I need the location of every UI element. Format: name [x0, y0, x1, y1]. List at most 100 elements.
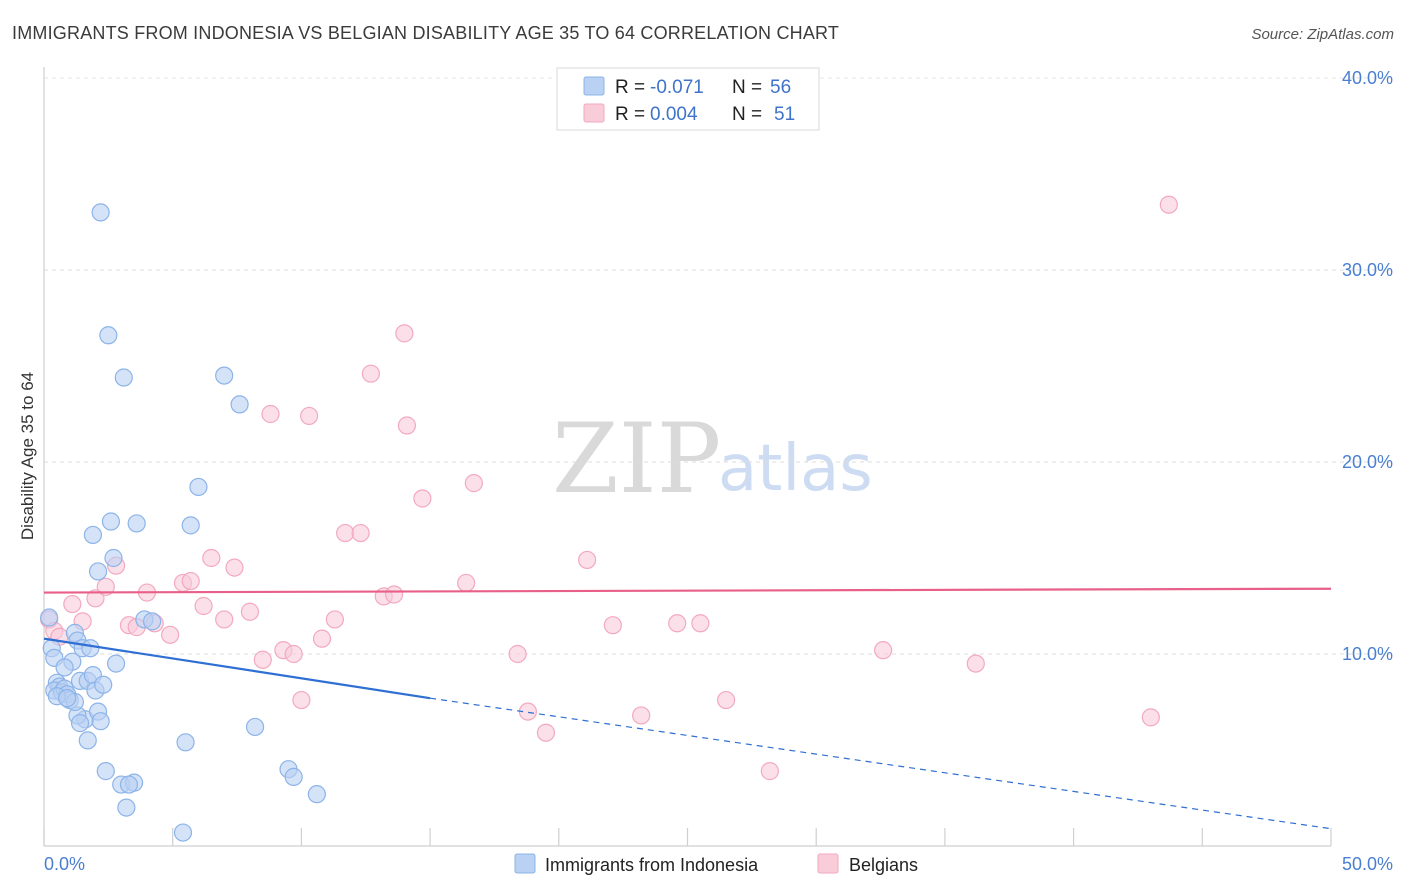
indonesia-point-37: [114, 368, 133, 387]
belgians-point-40: [536, 723, 556, 742]
belgians-point-43: [632, 706, 651, 725]
x-tick-label-min: 0.0%: [44, 854, 85, 874]
belgians-point-34: [395, 324, 414, 343]
watermark-atlas: atlas: [718, 432, 873, 506]
indonesia-point-55: [307, 785, 326, 804]
indonesia-point-33: [99, 326, 118, 345]
belgians-point-5: [86, 589, 105, 608]
indonesia-point-46: [176, 733, 195, 752]
indonesia-point-35: [106, 654, 126, 673]
belgians-point-30: [361, 364, 380, 383]
series-immigrants-from-indonesia: [40, 203, 326, 842]
chart-source: Source: ZipAtlas.com: [1251, 26, 1394, 43]
indonesia-point-40: [117, 798, 136, 817]
belgians-point-28: [336, 523, 355, 543]
belgians-point-41: [578, 550, 597, 570]
belgians-point-20: [253, 650, 272, 669]
belgians-point-15: [194, 596, 213, 616]
belgians-point-3: [63, 594, 82, 614]
belgians-point-33: [397, 416, 417, 435]
belgians-point-32: [384, 585, 404, 604]
legend-swatch-indonesia: [583, 76, 605, 96]
legend-n-value-2: 51: [774, 104, 795, 125]
bottom-legend-label-indonesia: Immigrants from Indonesia: [545, 855, 759, 875]
trend-line-indonesia-extension: [430, 697, 1332, 830]
belgians-point-42: [603, 616, 622, 635]
indonesia-point-24: [81, 639, 100, 658]
belgians-point-38: [508, 644, 527, 664]
legend-r-value-2: 0.004: [650, 104, 698, 125]
belgians-point-35: [413, 489, 432, 508]
indonesia-point-49: [173, 823, 193, 842]
y-tick-label-10: 10.0%: [1342, 644, 1393, 664]
legend-r-label-1: R =: [615, 77, 645, 98]
y-axis-label: Disability Age 35 to 64: [18, 372, 37, 540]
indonesia-point-25: [83, 525, 103, 545]
belgians-point-47: [760, 762, 779, 781]
indonesia-point-38: [96, 762, 115, 781]
belgians-point-51: [1159, 195, 1178, 214]
y-tick-label-40: 40.0%: [1342, 68, 1393, 88]
belgians-point-18: [225, 558, 244, 577]
legend-top: R = -0.071 N = 56 R = 0.004 N = 51: [556, 67, 820, 131]
belgians-point-37: [464, 474, 483, 493]
indonesia-point-45: [143, 612, 162, 631]
indonesia-point-48: [189, 477, 208, 497]
indonesia-point-30: [55, 658, 74, 677]
legend-n-label-2: N =: [732, 104, 762, 125]
indonesia-point-23: [94, 675, 113, 694]
belgians-point-45: [691, 614, 710, 633]
legend-n-label-1: N =: [732, 77, 762, 98]
bottom-legend-label-belgians: Belgians: [849, 855, 918, 875]
y-tick-label-30: 30.0%: [1342, 260, 1393, 280]
belgians-point-16: [202, 548, 221, 568]
trend-line-belgians: [43, 587, 1332, 594]
indonesia-point-47: [181, 516, 200, 535]
indonesia-point-51: [230, 395, 249, 414]
belgians-point-6: [96, 577, 115, 596]
bottom-legend-swatch-indonesia: [514, 853, 536, 874]
indonesia-point-50: [215, 366, 234, 385]
belgians-point-29: [351, 523, 370, 543]
indonesia-point-0: [40, 608, 59, 627]
belgians-point-14: [181, 571, 200, 591]
series-belgians: [40, 195, 1178, 781]
y-tick-label-20: 20.0%: [1342, 452, 1393, 472]
indonesia-point-52: [245, 717, 265, 737]
belgians-point-36: [457, 573, 476, 593]
belgians-point-49: [966, 654, 985, 673]
belgians-point-23: [284, 644, 303, 664]
legend-r-value-1: -0.071: [650, 77, 704, 98]
grid: [44, 77, 1393, 655]
belgians-point-17: [215, 610, 234, 629]
watermark-zip: ZIP: [552, 403, 721, 515]
belgians-point-19: [240, 602, 260, 621]
trend-line-indonesia: [43, 637, 431, 700]
indonesia-point-18: [70, 714, 90, 733]
legend-n-value-1: 56: [770, 77, 791, 98]
indonesia-point-34: [104, 548, 123, 568]
indonesia-point-28: [78, 731, 97, 750]
y-tick-labels: 10.0% 20.0% 30.0% 40.0%: [1342, 68, 1393, 664]
belgians-point-50: [1141, 708, 1160, 727]
belgians-point-46: [717, 690, 736, 710]
belgians-point-26: [312, 629, 332, 648]
belgians-point-21: [261, 404, 280, 424]
indonesia-point-26: [88, 562, 108, 581]
belgians-point-44: [668, 614, 687, 633]
legend-bottom: Immigrants from Indonesia Belgians: [514, 853, 918, 875]
belgians-point-27: [325, 610, 344, 629]
bottom-legend-swatch-belgians: [817, 853, 839, 874]
chart-title: IMMIGRANTS FROM INDONESIA VS BELGIAN DIS…: [12, 23, 839, 43]
legend-r-label-2: R =: [615, 104, 645, 125]
x-tick-label-max: 50.0%: [1342, 854, 1393, 874]
legend-swatch-belgians: [583, 103, 605, 123]
belgians-point-25: [300, 406, 319, 426]
belgians-point-24: [292, 690, 311, 710]
belgians-point-12: [161, 625, 180, 644]
indonesia-point-44: [119, 775, 139, 794]
trend-lines: [43, 587, 1332, 830]
indonesia-point-32: [58, 689, 77, 708]
indonesia-point-27: [91, 203, 110, 222]
